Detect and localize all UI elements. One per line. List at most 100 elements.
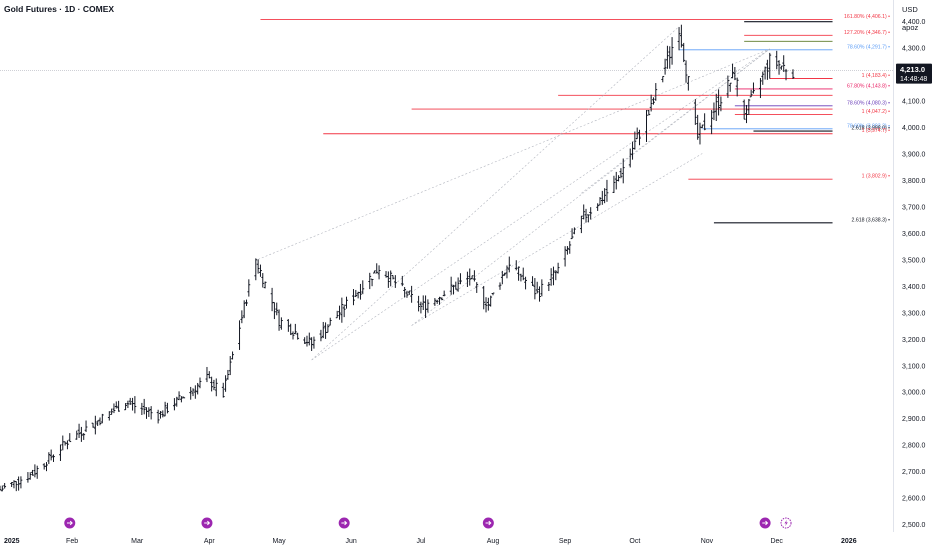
ohlc-bar[interactable] (514, 260, 518, 271)
ohlc-bar[interactable] (449, 276, 453, 295)
ohlc-bar[interactable] (470, 275, 474, 280)
ohlc-bar[interactable] (631, 141, 634, 160)
ohlc-bar[interactable] (682, 42, 686, 63)
ohlc-bar[interactable] (238, 320, 241, 350)
ohlc-bar[interactable] (517, 266, 520, 281)
ohlc-bar[interactable] (373, 270, 376, 274)
ohlc-bar[interactable] (400, 275, 404, 287)
ohlc-bar[interactable] (293, 323, 297, 335)
ohlc-bar[interactable] (49, 449, 53, 461)
ohlc-bar[interactable] (124, 403, 127, 411)
ohlc-bar[interactable] (98, 417, 102, 426)
ohlc-bar[interactable] (603, 188, 607, 204)
ohlc-bar[interactable] (256, 259, 260, 274)
ohlc-bar[interactable] (459, 273, 462, 285)
ohlc-bar[interactable] (766, 59, 769, 80)
ohlc-bar[interactable] (712, 102, 716, 121)
ohlc-bar[interactable] (547, 281, 551, 292)
ohlc-bar[interactable] (466, 271, 469, 288)
ohlc-bar[interactable] (273, 301, 276, 320)
ohlc-bar[interactable] (47, 452, 51, 465)
ohlc-bar[interactable] (10, 482, 14, 487)
ohlc-bar[interactable] (540, 279, 544, 297)
ohlc-bar[interactable] (345, 296, 348, 309)
ohlc-bar[interactable] (114, 401, 118, 409)
ohlc-bar[interactable] (759, 78, 762, 99)
ohlc-bar[interactable] (570, 228, 574, 240)
ohlc-bar[interactable] (291, 331, 295, 340)
ohlc-bar[interactable] (505, 265, 509, 279)
ohlc-bar[interactable] (552, 266, 555, 286)
ohlc-bar[interactable] (193, 385, 197, 399)
ohlc-bar[interactable] (324, 322, 327, 339)
ohlc-bar[interactable] (456, 277, 460, 292)
ohlc-bar[interactable] (486, 297, 490, 311)
ohlc-bar[interactable] (79, 426, 83, 442)
ohlc-bar[interactable] (31, 469, 34, 476)
ohlc-bar[interactable] (231, 351, 234, 360)
ohlc-bar[interactable] (59, 444, 62, 461)
ohlc-bar[interactable] (19, 476, 23, 489)
ohlc-bar[interactable] (370, 278, 374, 287)
ohlc-bar[interactable] (621, 158, 625, 184)
ohlc-bar[interactable] (259, 264, 262, 277)
ohlc-bar[interactable] (166, 402, 169, 414)
ohlc-bar[interactable] (359, 283, 362, 300)
ohlc-bar[interactable] (310, 337, 314, 351)
ohlc-bar[interactable] (179, 396, 183, 403)
ohlc-bar[interactable] (128, 397, 132, 405)
ohlc-bar[interactable] (386, 271, 390, 288)
ohlc-bar[interactable] (468, 268, 472, 286)
ohlc-bar[interactable] (245, 299, 248, 307)
ohlc-bar[interactable] (549, 268, 553, 286)
ohlc-bar[interactable] (140, 402, 144, 416)
ohlc-bar[interactable] (677, 27, 681, 51)
ohlc-bar[interactable] (279, 317, 283, 330)
ohlc-bar[interactable] (389, 270, 393, 287)
ohlc-bar[interactable] (393, 275, 397, 288)
ohlc-bar[interactable] (484, 297, 488, 313)
ohlc-bar[interactable] (0, 485, 4, 492)
ohlc-bar[interactable] (763, 66, 767, 80)
ohlc-bar[interactable] (417, 295, 420, 312)
scale-mode-label[interactable]: apoz (902, 23, 919, 32)
ohlc-bar[interactable] (210, 376, 214, 392)
ohlc-bar[interactable] (475, 282, 479, 293)
ohlc-bar[interactable] (377, 265, 381, 280)
ohlc-bar[interactable] (191, 388, 195, 397)
ohlc-bar[interactable] (33, 464, 37, 478)
ohlc-bar[interactable] (519, 273, 523, 282)
ohlc-bar[interactable] (717, 89, 720, 116)
ohlc-bar[interactable] (454, 281, 458, 290)
ohlc-bar[interactable] (489, 295, 493, 307)
ohlc-bar[interactable] (303, 337, 307, 344)
ohlc-bar[interactable] (777, 60, 781, 75)
ohlc-bar[interactable] (612, 175, 616, 193)
ohlc-bar[interactable] (791, 69, 795, 80)
ohlc-bar[interactable] (196, 382, 200, 395)
ohlc-bar[interactable] (163, 401, 167, 417)
ohlc-bar[interactable] (35, 465, 39, 479)
ohlc-bar[interactable] (752, 82, 755, 94)
ohlc-bar[interactable] (3, 482, 7, 489)
ohlc-bar[interactable] (719, 96, 723, 112)
ohlc-bar[interactable] (649, 94, 653, 112)
ohlc-bar[interactable] (647, 109, 651, 116)
ohlc-bar[interactable] (679, 24, 683, 48)
ohlc-bar[interactable] (589, 207, 593, 220)
ohlc-bar[interactable] (538, 286, 541, 302)
ohlc-bar[interactable] (407, 290, 411, 295)
ohlc-bar[interactable] (617, 175, 620, 182)
ohlc-bar[interactable] (491, 292, 495, 296)
ohlc-bar[interactable] (342, 304, 346, 318)
ohlc-bar[interactable] (338, 305, 341, 320)
flash-event-icon[interactable] (780, 517, 792, 529)
ohlc-bar[interactable] (635, 127, 639, 139)
ohlc-bar[interactable] (307, 332, 311, 346)
ohlc-bar[interactable] (435, 299, 439, 304)
ohlc-bar[interactable] (126, 400, 130, 409)
ohlc-bar[interactable] (173, 398, 176, 411)
ohlc-bar[interactable] (482, 285, 486, 310)
ohlc-bar[interactable] (159, 411, 162, 419)
